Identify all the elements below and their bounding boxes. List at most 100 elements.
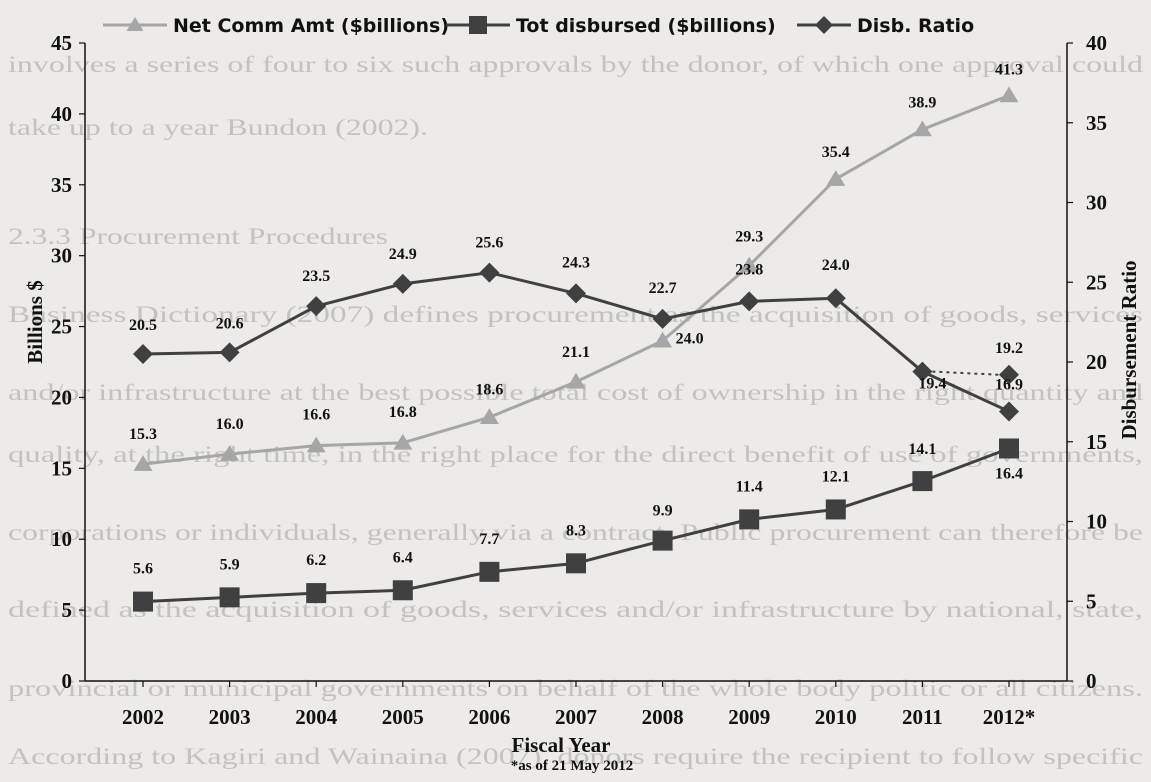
square-marker [912, 471, 933, 492]
tot-disbursed-data-label: 12.1 [822, 468, 850, 485]
disb-ratio-data-label: 23.8 [735, 261, 763, 278]
x-tick-label: 2011 [902, 705, 943, 729]
disb-ratio-data-label: 25.6 [475, 235, 503, 252]
x-tick-label: 2009 [728, 705, 770, 729]
triangle-marker [739, 256, 759, 273]
disb-ratio-data-label: 24.3 [562, 254, 590, 271]
right-tick-label: 40 [1086, 31, 1107, 55]
square-marker [306, 583, 327, 604]
tot-disbursed-data-label: 5.9 [220, 556, 240, 573]
net-comm-data-label: 35.4 [822, 144, 850, 161]
diamond-marker [133, 344, 153, 365]
disb-ratio-data-label: 22.7 [649, 280, 677, 297]
diamond-marker [815, 16, 833, 34]
left-tick-label: 20 [51, 385, 72, 409]
x-tick-label: 2010 [815, 705, 857, 729]
background-text-layer: involves a series of four to six such ap… [8, 52, 1144, 769]
triangle-marker [999, 86, 1019, 103]
legend: Net Comm Amt ($billions) Tot disbursed ($… [103, 15, 974, 37]
axes-layer: 0 5 10 15 20 25 30 35 40 45 0 5 10 15 20 25 30 35 40 2002 20… [23, 31, 1141, 774]
diamond-marker [999, 401, 1019, 422]
tot-disbursed-data-label: 7.7 [479, 531, 499, 548]
disb-ratio-data-label: 16.9 [995, 376, 1023, 393]
square-marker [999, 438, 1019, 459]
background-text-line: take up to a year Bundon (2002). [8, 115, 428, 140]
left-tick-label: 0 [62, 669, 73, 693]
tot-disbursed-data-label: 16.4 [995, 465, 1023, 482]
background-text-line: defined as the acquisition of goods, ser… [8, 597, 1143, 622]
triangle-marker [826, 170, 846, 186]
tot-disbursed-data-label: 11.4 [736, 478, 763, 495]
triangle-marker [479, 408, 499, 425]
square-marker [469, 16, 487, 34]
net-comm-data-label: 16.6 [302, 407, 330, 424]
net-comm-data-label: 16.8 [389, 404, 417, 421]
background-text-line: Business Dictionary (2007) defines procu… [8, 302, 1143, 327]
net-comm-data-label: 18.6 [475, 381, 503, 398]
right-tick-label: 15 [1086, 430, 1107, 454]
triangle-marker [306, 436, 326, 453]
triangle-marker [220, 445, 240, 461]
square-marker [652, 530, 673, 551]
triangle-marker [653, 331, 673, 348]
x-tick-label: 2006 [468, 705, 510, 729]
series-layer [133, 86, 1019, 612]
net-comm-line [142, 94, 1010, 466]
y2-axis-title: Disbursement Ratio [1117, 260, 1141, 439]
y-axis-title: Billions $ [23, 280, 47, 363]
disb-ratio-data-label: 19.4 [918, 376, 946, 393]
triangle-marker [133, 455, 153, 471]
net-comm-legend-label: Net Comm Amt ($billions) [173, 15, 449, 37]
diamond-marker [739, 291, 760, 312]
square-marker [739, 509, 760, 530]
left-tick-label: 15 [51, 456, 72, 480]
diamond-marker [566, 283, 586, 304]
square-marker [825, 499, 846, 520]
right-tick-label: 35 [1086, 111, 1107, 135]
left-tick-label: 45 [51, 31, 72, 55]
square-marker [479, 561, 500, 582]
left-tick-label: 30 [51, 244, 72, 268]
square-marker [133, 591, 153, 612]
square-marker [219, 587, 240, 608]
left-tick-label: 10 [51, 527, 72, 551]
diamond-marker [306, 296, 327, 317]
diamond-marker [999, 364, 1019, 385]
tot-disbursed-data-label: 6.2 [306, 552, 326, 569]
x-tick-label: 2003 [209, 705, 251, 729]
left-tick-label: 25 [51, 315, 72, 339]
right-tick-label: 25 [1086, 270, 1107, 294]
x-tick-label: 2005 [382, 705, 424, 729]
right-tick-label: 20 [1086, 350, 1107, 374]
diamond-marker [912, 361, 933, 382]
square-marker [392, 580, 413, 601]
background-text-line: involves a series of four to six such ap… [8, 52, 1144, 77]
right-tick-label: 30 [1086, 191, 1107, 215]
disb-ratio-extra-label: 19.2 [995, 340, 1023, 357]
diamond-marker [825, 288, 846, 309]
triangle-marker [912, 120, 932, 137]
disb-ratio-data-label: 20.5 [129, 317, 157, 334]
net-comm-data-label: 29.3 [735, 229, 763, 246]
tot-disbursed-data-label: 6.4 [393, 549, 413, 566]
left-tick-label: 35 [51, 173, 72, 197]
diamond-marker [652, 308, 673, 329]
net-comm-data-label: 41.3 [995, 61, 1023, 78]
background-text-line: corporations or individuals, generally v… [8, 520, 1143, 545]
background-text-line: quality, at the right time, in the right… [8, 442, 1143, 467]
x-tick-label: 2002 [122, 705, 164, 729]
tot-disbursed-data-label: 14.1 [908, 441, 936, 458]
tot-disbursed-data-label: 5.6 [133, 561, 153, 578]
diamond-marker [219, 342, 240, 363]
triangle-marker [126, 17, 144, 31]
disb-ratio-dotted-line [932, 370, 1000, 376]
x-tick-label: 2004 [295, 705, 338, 729]
tot-disbursed-legend-label: Tot disbursed ($billions) [516, 15, 776, 37]
square-marker [566, 553, 586, 574]
left-tick-label: 5 [62, 598, 73, 622]
data-labels-layer: 15.3 16.0 16.6 16.8 18.6 21.1 24.0 29.3 35.4 38.9… [129, 61, 1023, 577]
net-comm-data-label: 24.0 [676, 331, 704, 348]
tot-disbursed-data-label: 9.9 [653, 503, 673, 520]
disb-ratio-data-label: 23.5 [302, 268, 330, 285]
